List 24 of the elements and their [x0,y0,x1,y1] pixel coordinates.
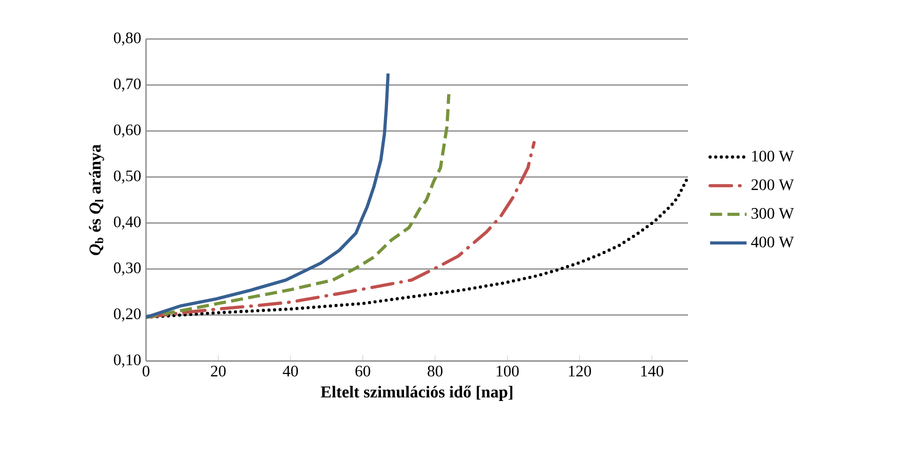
y-tick-label: 0,80 [114,32,141,46]
x-axis-title: Eltelt szimulációs idő [nap] [320,386,512,401]
legend-label: 100 W [752,150,794,162]
y-tick-label: 0,20 [114,308,141,322]
y-tick-label: 0,60 [114,124,141,138]
x-tick-label: 100 [496,366,519,376]
x-tick-label: 120 [569,366,591,376]
y-tick-label: 0,50 [114,170,141,184]
legend-label: 300 W [752,208,794,219]
legend-label: 400 W [751,236,794,248]
x-tick-label: 80 [428,366,442,376]
x-tick-label: 140 [641,366,664,376]
x-tick-label: 60 [356,366,370,376]
legend-label: 200 W [752,179,794,190]
y-tick-label: 0,70 [114,78,141,92]
x-tick-label: 0 [142,366,150,376]
line-series [146,72,390,319]
x-tick-label: 40 [282,366,298,376]
y-tick-label: 0,10 [114,354,141,368]
y-tick-label: 0,40 [114,216,141,230]
y-tick-label: 0,30 [114,262,141,276]
line-series [146,92,450,319]
y-axis-title: Q$_{b}$ és Q$_{l}$ aránya [88,144,104,256]
x-tick-label: 20 [210,366,226,376]
